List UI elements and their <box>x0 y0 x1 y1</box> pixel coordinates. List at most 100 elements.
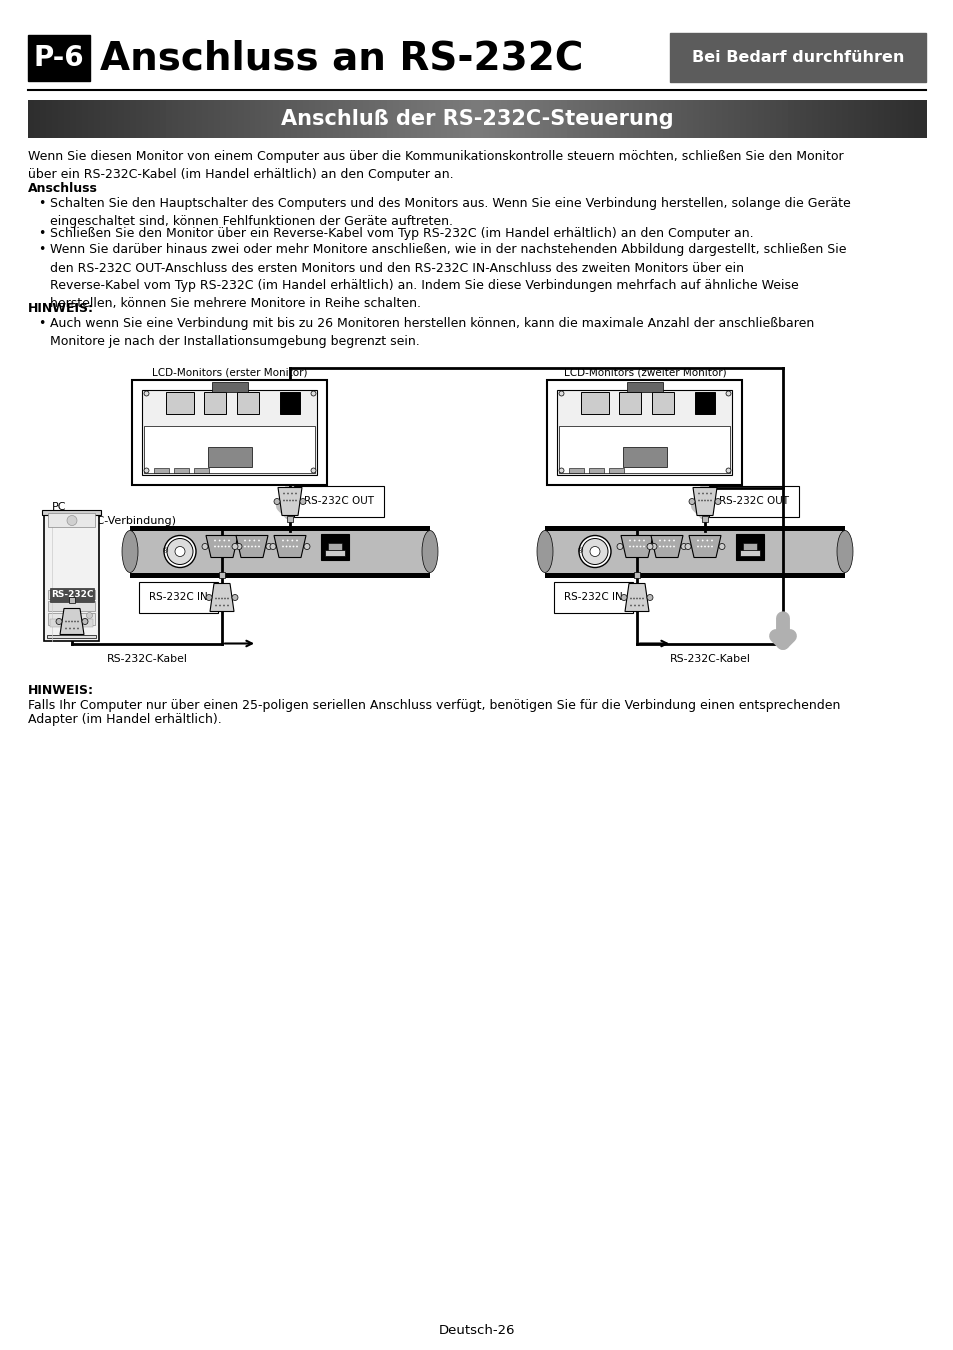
Bar <box>309 100 316 138</box>
Bar <box>416 100 424 138</box>
Circle shape <box>292 500 294 501</box>
Text: Schalten Sie den Hauptschalter des Computers und des Monitors aus. Wenn Sie eine: Schalten Sie den Hauptschalter des Compu… <box>50 197 850 228</box>
Circle shape <box>725 392 730 396</box>
Circle shape <box>628 540 630 541</box>
Circle shape <box>641 605 643 606</box>
Bar <box>440 100 448 138</box>
Bar <box>608 100 615 138</box>
Circle shape <box>174 547 185 556</box>
Bar <box>580 392 608 413</box>
Bar <box>710 100 717 138</box>
Text: Wenn Sie darüber hinaus zwei oder mehr Monitore anschließen, wie in der nachsteh: Wenn Sie darüber hinaus zwei oder mehr M… <box>50 243 845 310</box>
Bar <box>130 525 430 531</box>
Bar <box>285 100 293 138</box>
Circle shape <box>289 545 291 547</box>
Circle shape <box>74 621 76 622</box>
Circle shape <box>224 545 226 547</box>
Bar <box>776 100 782 138</box>
Circle shape <box>636 598 638 599</box>
Bar <box>279 100 286 138</box>
Circle shape <box>707 545 709 547</box>
Bar <box>166 392 193 413</box>
Circle shape <box>266 544 272 549</box>
Text: RS-232C-Kabel: RS-232C-Kabel <box>107 653 187 663</box>
Text: RS-232C OUT: RS-232C OUT <box>719 497 788 506</box>
Circle shape <box>282 540 284 541</box>
Bar <box>398 100 406 138</box>
Text: LCD-Monitors (zweiter Monitor): LCD-Monitors (zweiter Monitor) <box>563 367 725 378</box>
Bar <box>644 100 651 138</box>
Bar <box>204 392 226 413</box>
Bar <box>184 100 191 138</box>
Circle shape <box>620 594 626 601</box>
Circle shape <box>219 605 221 606</box>
Circle shape <box>82 618 88 625</box>
Bar <box>144 425 315 472</box>
Text: Anschluß der RS-232C-Steuerung: Anschluß der RS-232C-Steuerung <box>280 109 673 130</box>
Bar <box>49 613 95 625</box>
Circle shape <box>703 500 705 501</box>
Bar <box>651 392 673 413</box>
Circle shape <box>287 493 289 494</box>
Bar <box>752 100 759 138</box>
Text: RS-232C OUT: RS-232C OUT <box>304 497 374 506</box>
Circle shape <box>558 392 563 396</box>
Bar <box>243 100 251 138</box>
Text: •: • <box>38 243 46 256</box>
Bar <box>464 100 472 138</box>
Circle shape <box>228 545 230 547</box>
Bar <box>236 392 258 413</box>
Bar <box>566 100 573 138</box>
Bar <box>106 100 112 138</box>
Circle shape <box>642 545 644 547</box>
Circle shape <box>56 618 62 625</box>
Bar <box>49 601 95 610</box>
Polygon shape <box>206 536 237 558</box>
Bar <box>569 467 584 472</box>
Circle shape <box>228 540 230 541</box>
Text: •: • <box>38 197 46 211</box>
Text: HINWEIS:: HINWEIS: <box>28 683 94 697</box>
Circle shape <box>294 493 296 494</box>
Text: Anschluss: Anschluss <box>28 182 98 194</box>
Ellipse shape <box>421 531 437 572</box>
Bar <box>634 571 639 578</box>
Circle shape <box>311 468 315 472</box>
Bar <box>148 100 154 138</box>
Bar <box>476 100 483 138</box>
Bar <box>530 100 537 138</box>
Text: Adapter (im Handel erhältlich).: Adapter (im Handel erhältlich). <box>28 713 221 726</box>
Text: HINWEIS:: HINWEIS: <box>28 302 94 316</box>
Circle shape <box>673 545 674 547</box>
Circle shape <box>253 540 255 541</box>
Bar <box>734 100 740 138</box>
Circle shape <box>680 544 686 549</box>
Ellipse shape <box>836 531 852 572</box>
Bar <box>58 100 65 138</box>
Bar <box>557 390 732 474</box>
Bar <box>132 379 327 485</box>
Bar <box>447 100 454 138</box>
Polygon shape <box>277 487 302 516</box>
Circle shape <box>628 545 630 547</box>
Bar <box>589 467 604 472</box>
Bar <box>865 100 872 138</box>
Circle shape <box>295 540 297 541</box>
Bar <box>154 467 170 472</box>
Bar <box>70 100 77 138</box>
Bar <box>45 510 99 640</box>
Circle shape <box>144 468 149 472</box>
Bar <box>482 100 490 138</box>
Circle shape <box>710 540 712 541</box>
Bar <box>650 100 657 138</box>
Bar <box>219 571 225 578</box>
Circle shape <box>232 594 237 601</box>
Bar <box>49 590 95 598</box>
Circle shape <box>650 544 657 549</box>
Circle shape <box>641 598 643 599</box>
Circle shape <box>283 493 285 494</box>
Bar <box>429 100 436 138</box>
Circle shape <box>633 540 635 541</box>
Bar <box>48 634 96 637</box>
Bar <box>363 100 370 138</box>
